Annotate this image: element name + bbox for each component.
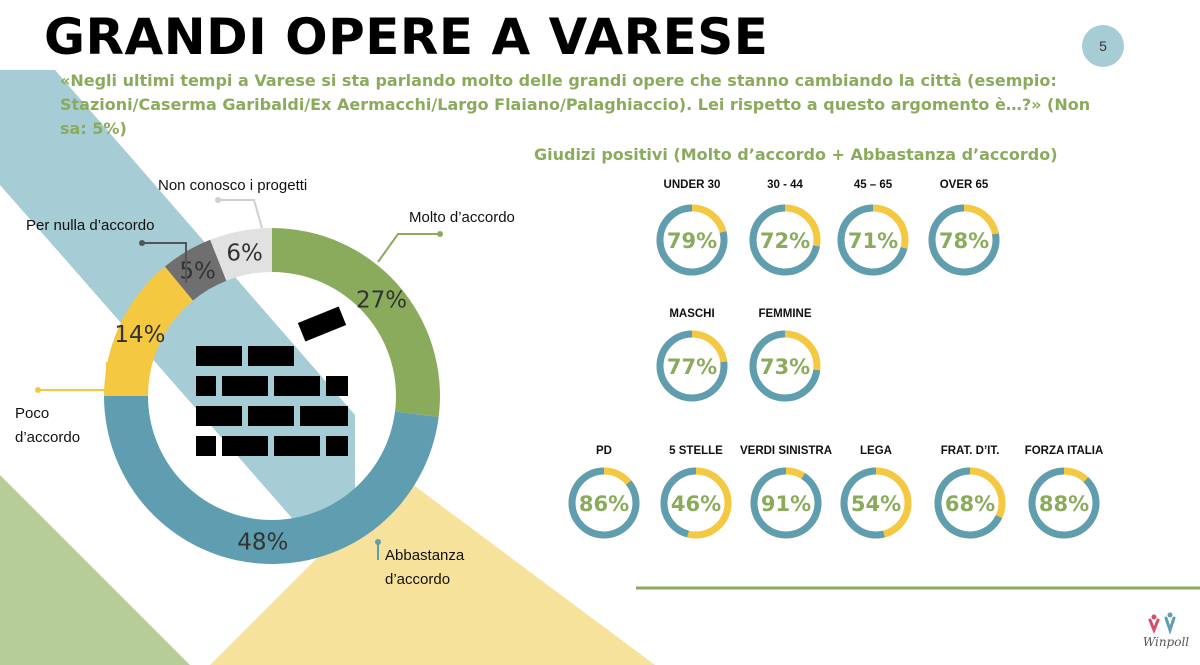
gauge-label-over-65: OVER 65 bbox=[940, 179, 989, 191]
gauge-value-arc-lega bbox=[840, 467, 885, 539]
gauge-value-under-30: 79% bbox=[667, 229, 717, 253]
gauge-value-45-65: 71% bbox=[848, 229, 898, 253]
gauge-value-arc-verdi-sinistra bbox=[750, 467, 822, 539]
donut-slice-molto-d-accordo bbox=[272, 228, 440, 418]
donut-slice-per-nulla-d-accordo bbox=[164, 239, 227, 301]
bg-green-triangle bbox=[0, 475, 190, 665]
donut-pct-per-nulla-d-accordo: 5% bbox=[179, 258, 216, 284]
logo-text: Winpoll bbox=[1143, 635, 1189, 649]
callout-dot-non-conosco-i-progetti bbox=[215, 197, 221, 203]
gauge-value-femmine: 73% bbox=[760, 355, 810, 379]
callout-label-molto-d-accordo: Molto d’accordo bbox=[409, 209, 515, 226]
gauge-value-forza-italia: 88% bbox=[1039, 492, 1089, 516]
gauge-value-verdi-sinistra: 91% bbox=[761, 492, 811, 516]
gauge-label-pd: PD bbox=[596, 445, 612, 457]
winpoll-logo: Winpoll bbox=[1143, 612, 1189, 649]
gauge-value-arc-pd bbox=[568, 467, 640, 539]
donut-slice-non-conosco-i-progetti bbox=[210, 228, 272, 281]
donut-pct-molto-d-accordo: 27% bbox=[356, 287, 407, 313]
callout-line-non-conosco-i-progetti bbox=[218, 199, 263, 229]
donut-slice-poco-d-accordo bbox=[104, 266, 193, 396]
gauge-label-maschi: MASCHI bbox=[669, 308, 714, 320]
gauge-value-arc-forza-italia bbox=[1028, 467, 1100, 539]
gauge-label-lega: LEGA bbox=[860, 445, 892, 457]
callout-dot-per-nulla-d-accordo bbox=[139, 240, 145, 246]
gauge-label-verdi-sinistra: VERDI SINISTRA bbox=[740, 445, 832, 457]
callout-dot-molto-d-accordo bbox=[437, 231, 443, 237]
gauge-value-arc-under-30 bbox=[656, 204, 728, 276]
gauge-value-arc-5-stelle bbox=[660, 467, 697, 538]
gauge-label-femmine: FEMMINE bbox=[758, 308, 811, 320]
page-number-badge: 5 bbox=[1082, 25, 1124, 67]
bg-yellow-triangle bbox=[210, 475, 655, 665]
gauge-value-frat-d-it: 68% bbox=[945, 492, 995, 516]
gauge-value-30-44: 72% bbox=[760, 229, 810, 253]
positive-judgements-subtitle: Giudizi positivi (Molto d’accordo + Abba… bbox=[534, 145, 1058, 164]
callout-dot-abbastanza-d-accordo bbox=[375, 539, 381, 545]
callout-label-abbastanza-d-accordo: Abbastanza d’accordo bbox=[385, 547, 465, 588]
donut-slice-abbastanza-d-accordo bbox=[104, 396, 439, 565]
gauge-value-arc-30-44 bbox=[749, 204, 820, 276]
gauge-label-30-44: 30 - 44 bbox=[767, 179, 803, 191]
gauge-label-forza-italia: FORZA ITALIA bbox=[1025, 445, 1104, 457]
gauge-value-arc-frat-d-it bbox=[934, 467, 1003, 539]
callout-label-per-nulla-d-accordo: Per nulla d’accordo bbox=[26, 217, 154, 234]
survey-question: «Negli ultimi tempi a Varese si sta parl… bbox=[60, 71, 1091, 138]
donut-pct-poco-d-accordo: 14% bbox=[114, 322, 165, 348]
callout-label-non-conosco-i-progetti: Non conosco i progetti bbox=[158, 177, 307, 194]
bg-blue-band bbox=[0, 70, 355, 590]
donut-pct-non-conosco-i-progetti: 6% bbox=[226, 241, 263, 267]
gauge-label-frat-d-it: FRAT. D’IT. bbox=[941, 445, 1000, 457]
brick-wall-icon bbox=[196, 306, 348, 456]
gauge-value-5-stelle: 46% bbox=[671, 492, 721, 516]
gauge-value-lega: 54% bbox=[851, 492, 901, 516]
gauge-value-arc-maschi bbox=[656, 330, 728, 402]
callout-dot-poco-d-accordo bbox=[35, 387, 41, 393]
gauge-value-over-65: 78% bbox=[939, 229, 989, 253]
page-title: GRANDI OPERE A VARESE bbox=[44, 8, 769, 66]
gauge-label-5-stelle: 5 STELLE bbox=[669, 445, 723, 457]
gauge-value-arc-45-65 bbox=[837, 204, 908, 276]
gauge-value-arc-over-65 bbox=[928, 204, 1000, 276]
callout-line-per-nulla-d-accordo bbox=[142, 242, 187, 283]
gauge-label-under-30: UNDER 30 bbox=[664, 179, 721, 191]
callout-line-molto-d-accordo bbox=[377, 233, 440, 263]
donut-pct-abbastanza-d-accordo: 48% bbox=[237, 530, 288, 556]
gauge-value-pd: 86% bbox=[579, 492, 629, 516]
callout-line-poco-d-accordo bbox=[38, 362, 108, 391]
callout-label-poco-d-accordo: Poco d’accordo bbox=[15, 405, 80, 446]
gauge-value-arc-femmine bbox=[749, 330, 821, 402]
gauge-label-45-65: 45 – 65 bbox=[854, 179, 893, 191]
gauge-value-maschi: 77% bbox=[667, 355, 717, 379]
